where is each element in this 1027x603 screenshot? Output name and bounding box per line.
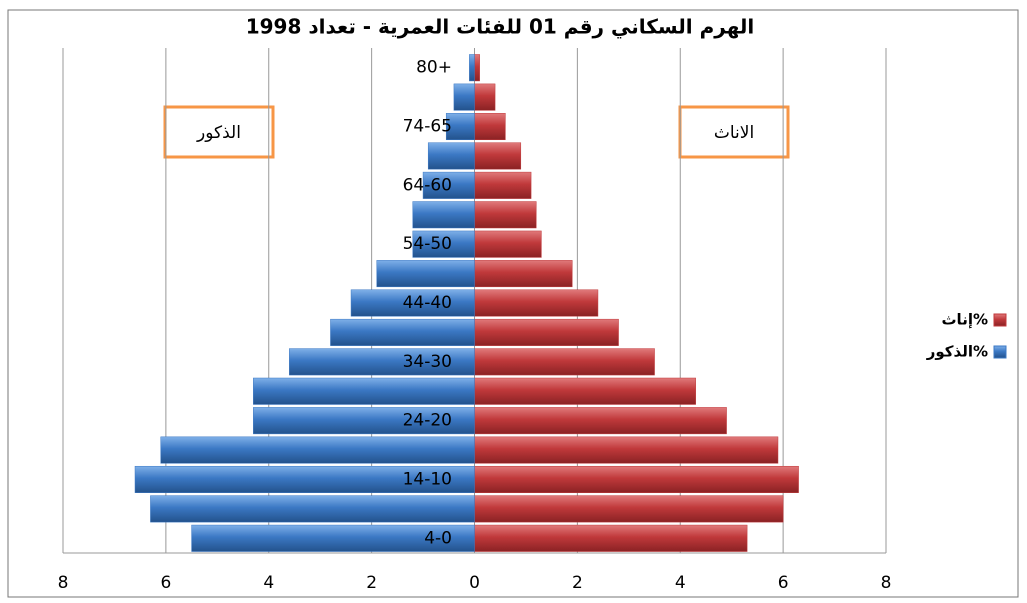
- annotation: الاناث: [714, 123, 754, 143]
- y-tick-label: 54-50: [403, 234, 452, 254]
- x-tick-label: 4: [675, 573, 686, 593]
- x-tick-label: 0: [469, 573, 480, 593]
- bar: [474, 377, 696, 405]
- x-tick-label: 6: [778, 573, 789, 593]
- bar: [150, 495, 475, 523]
- legend-swatch: [993, 313, 1007, 327]
- bar: [134, 465, 475, 493]
- bar: [289, 348, 475, 376]
- legend-label: إناث%: [941, 311, 988, 329]
- bar: [445, 113, 475, 141]
- y-tick-label: 14-10: [403, 469, 452, 489]
- bar: [453, 83, 475, 111]
- annotation: الذكور: [196, 123, 241, 143]
- bar: [330, 318, 475, 346]
- bar: [474, 289, 599, 317]
- bar: [474, 465, 799, 493]
- bar: [474, 524, 748, 552]
- legend-label: الذكور%: [926, 343, 988, 361]
- bar: [422, 171, 475, 199]
- bar: [412, 201, 475, 229]
- annotation-box: [163, 105, 275, 159]
- x-tick-label: 6: [160, 573, 171, 593]
- chart-title: الهرم السكاني رقم 01 للفئات العمرية - تع…: [246, 15, 755, 40]
- y-tick-label: 24-20: [403, 411, 452, 431]
- y-tick-label: 44-40: [403, 293, 452, 313]
- bar: [474, 113, 506, 141]
- y-tick-label: 64-60: [403, 175, 452, 195]
- bar: [474, 348, 655, 376]
- bar: [474, 83, 496, 111]
- bar: [474, 142, 522, 170]
- bar: [350, 289, 475, 317]
- bar: [474, 171, 532, 199]
- bar: [160, 436, 475, 464]
- bar: [427, 142, 475, 170]
- bar: [474, 436, 779, 464]
- bar: [469, 54, 475, 82]
- bar: [253, 407, 475, 435]
- bar: [474, 495, 784, 523]
- x-tick-label: 8: [881, 573, 892, 593]
- bar: [376, 260, 475, 288]
- y-tick-label: 74-65: [403, 117, 452, 137]
- bar: [412, 230, 475, 258]
- bar: [474, 54, 480, 82]
- bar: [474, 230, 542, 258]
- bar: [474, 318, 619, 346]
- x-tick-label: 2: [366, 573, 377, 593]
- x-tick-label: 4: [263, 573, 274, 593]
- legend-swatch: [993, 345, 1007, 359]
- bar: [253, 377, 475, 405]
- bar: [474, 201, 537, 229]
- y-tick-label: 4-0: [424, 528, 452, 548]
- bar: [191, 524, 475, 552]
- y-tick-label: 80+: [416, 58, 452, 78]
- x-tick-label: 8: [58, 573, 69, 593]
- bar: [474, 407, 727, 435]
- x-tick-label: 2: [572, 573, 583, 593]
- bar: [474, 260, 573, 288]
- y-tick-label: 34-30: [403, 352, 452, 372]
